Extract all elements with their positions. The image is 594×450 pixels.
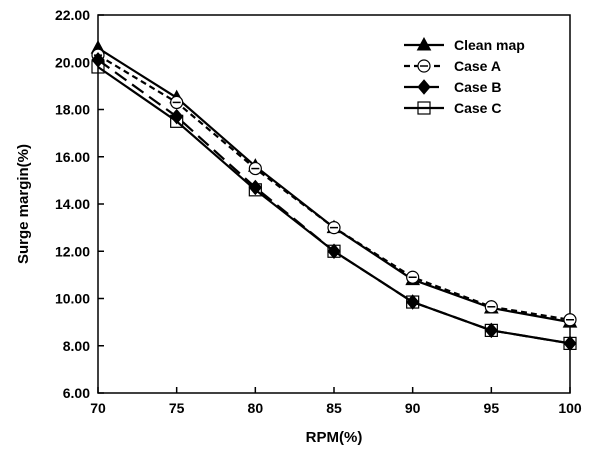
case-a-data-point — [248, 161, 262, 176]
case-a-data-point — [327, 221, 341, 235]
case-a-data-point — [484, 300, 498, 314]
y-axis-title: Surge margin(%) — [15, 144, 32, 264]
x-tick-label: 95 — [484, 400, 500, 416]
y-tick-label: 8.00 — [63, 338, 90, 354]
y-tick-label: 20.00 — [55, 54, 90, 70]
legend-marker-case-c — [417, 101, 431, 115]
x-axis: 70 75 80 85 90 95 100 — [90, 387, 582, 416]
case-c-data-point — [484, 323, 498, 337]
case-c-data-point — [91, 60, 105, 74]
legend-marker-case-b — [417, 79, 431, 95]
y-tick-label: 6.00 — [63, 385, 90, 401]
legend-marker-case-a — [417, 59, 431, 73]
case-c-data-point — [563, 336, 577, 350]
legend: Clean map Case A Case B Case C — [404, 36, 525, 116]
x-tick-label: 90 — [405, 400, 421, 416]
x-tick-label: 100 — [558, 400, 582, 416]
x-tick-label: 75 — [169, 400, 185, 416]
y-tick-label: 12.00 — [55, 243, 90, 259]
case-c-data-point — [248, 183, 262, 197]
legend-label-case-c: Case C — [454, 100, 501, 116]
x-axis-title: RPM(%) — [306, 429, 363, 446]
case-b-data-point — [91, 52, 105, 68]
y-tick-label: 16.00 — [55, 149, 90, 165]
case-c-data-point — [170, 114, 184, 128]
y-tick-label: 14.00 — [55, 196, 90, 212]
legend-label-clean-map: Clean map — [454, 37, 525, 53]
case-a-data-point — [563, 313, 577, 327]
x-tick-label: 70 — [90, 400, 106, 416]
y-tick-label: 22.00 — [55, 7, 90, 23]
legend-label-case-b: Case B — [454, 79, 501, 95]
case-a-data-point — [406, 270, 420, 284]
legend-label-case-a: Case A — [454, 58, 501, 74]
legend-marker-clean-map — [416, 36, 432, 51]
y-tick-label: 18.00 — [55, 102, 90, 118]
y-tick-label: 10.00 — [55, 291, 90, 307]
case-a-data-point — [170, 95, 184, 110]
y-axis: 6.00 8.00 10.00 12.00 14.00 16.00 18.00 20.00 22… — [55, 7, 104, 401]
x-tick-label: 80 — [248, 400, 264, 416]
x-tick-label: 85 — [326, 400, 342, 416]
case-c-data-point — [327, 244, 341, 258]
case-c-series-line — [97, 66, 571, 345]
series-layer — [90, 40, 578, 352]
case-c-data-point — [406, 295, 420, 309]
